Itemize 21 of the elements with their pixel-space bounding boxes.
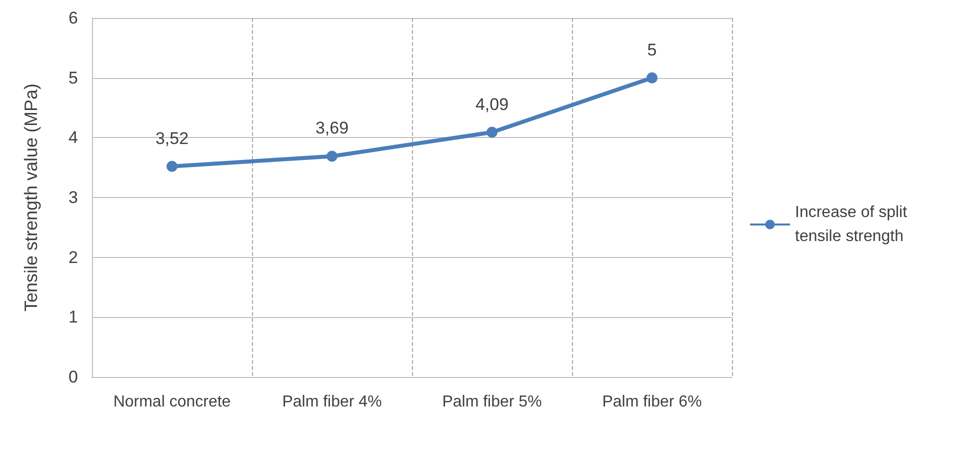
point	[486, 126, 498, 138]
point	[326, 150, 338, 162]
x-tick-label: Palm fiber 4%	[282, 394, 382, 410]
data-label: 3,69	[315, 118, 349, 138]
data-label: 4,09	[475, 94, 509, 114]
x-tick-label: Palm fiber 6%	[602, 394, 702, 410]
legend-label: Increase of split tensile strength	[795, 204, 912, 245]
x-tick-label: Normal concrete	[113, 394, 231, 410]
y-tick-label: 0	[68, 368, 78, 386]
y-tick-label: 5	[68, 68, 78, 88]
data-label: 5	[647, 40, 657, 60]
y-tick-label: 1	[68, 308, 78, 327]
data-label: 3,52	[155, 128, 189, 148]
y-tick-label: 3	[68, 188, 78, 207]
y-tick-label: 6	[68, 8, 78, 28]
y-tick-label: 4	[68, 128, 78, 148]
y-axis-title: Tensile strength value (MPa)	[21, 83, 41, 312]
point	[646, 72, 658, 84]
x-tick-label: Palm fiber 5%	[442, 394, 542, 410]
point	[166, 160, 178, 172]
y-tick-label: 2	[68, 248, 78, 267]
